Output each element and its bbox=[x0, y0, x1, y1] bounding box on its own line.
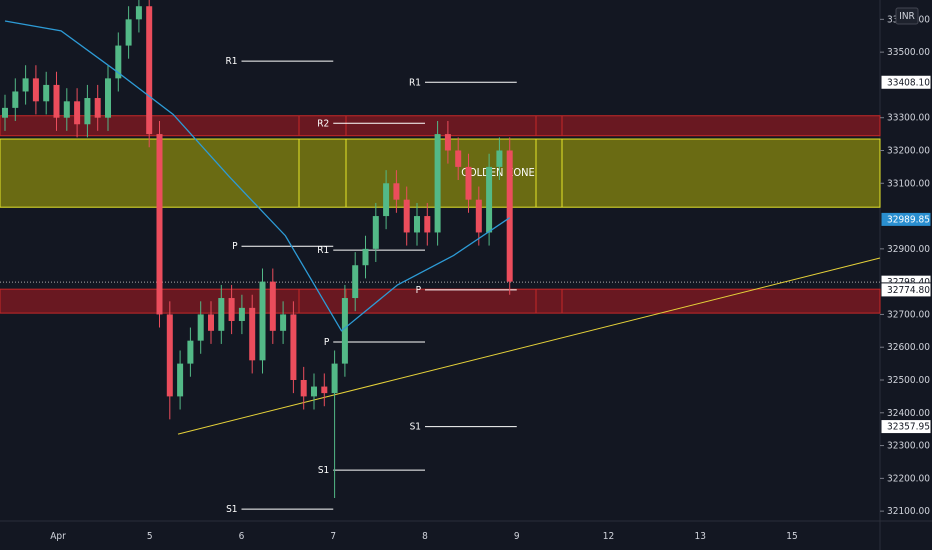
y-tick-label: 32600.00 bbox=[887, 342, 930, 353]
price-tag-label: 32989.85 bbox=[887, 214, 930, 225]
candle-body bbox=[84, 98, 91, 125]
candle-body bbox=[135, 6, 142, 20]
price-tag-label: 32774.80 bbox=[887, 285, 930, 296]
candle-body bbox=[331, 363, 338, 394]
currency: INR bbox=[899, 11, 915, 22]
candle-body bbox=[280, 314, 287, 331]
y-tick-label: 32300.00 bbox=[887, 441, 930, 452]
x-tick-label: 9 bbox=[514, 531, 520, 542]
candle-body bbox=[290, 314, 297, 380]
candle-body bbox=[506, 150, 513, 282]
candle-body bbox=[352, 265, 359, 299]
trendline bbox=[177, 257, 881, 435]
candle-body bbox=[12, 91, 19, 108]
candle-body bbox=[166, 314, 173, 397]
candle-body bbox=[393, 183, 400, 200]
price-tag bbox=[880, 74, 932, 90]
pivot-label: P bbox=[324, 337, 330, 348]
candle-body bbox=[115, 45, 122, 79]
candle-body bbox=[321, 386, 328, 394]
candle-body bbox=[372, 216, 379, 249]
candle-body bbox=[156, 134, 163, 315]
candle-body bbox=[341, 298, 348, 364]
y-tick-label: 32200.00 bbox=[887, 473, 930, 484]
price-tag bbox=[880, 282, 932, 298]
x-tick-label: 8 bbox=[422, 531, 428, 542]
y-tick-label: 32900.00 bbox=[887, 244, 930, 255]
candle-body bbox=[311, 386, 317, 397]
candle-body bbox=[125, 19, 132, 46]
candle-body bbox=[300, 380, 307, 397]
y-tick-label: 33500.00 bbox=[887, 47, 930, 58]
candle-body bbox=[465, 166, 472, 200]
candle-body bbox=[269, 281, 276, 331]
y-tick-label: 32100.00 bbox=[887, 506, 930, 517]
candle-body bbox=[383, 183, 390, 217]
candle-body bbox=[74, 101, 81, 125]
candle-body bbox=[403, 199, 410, 233]
x-tick-label: 7 bbox=[330, 531, 336, 542]
price-tag-label: 33408.10 bbox=[887, 77, 930, 88]
candle-body bbox=[177, 363, 184, 397]
y-tick-label: 32500.00 bbox=[887, 375, 930, 386]
currency-badge[interactable] bbox=[895, 7, 919, 25]
pivot-label: R2 bbox=[317, 118, 329, 129]
candle-body bbox=[444, 134, 451, 151]
price-tag-label: 32357.95 bbox=[887, 422, 930, 433]
candle-body bbox=[63, 101, 70, 118]
candle-body bbox=[53, 84, 60, 118]
zone bbox=[0, 115, 881, 137]
price-tag bbox=[880, 211, 932, 227]
moving-average bbox=[4, 20, 511, 332]
candle-body bbox=[414, 216, 420, 233]
pivot-label: R1 bbox=[226, 56, 238, 67]
candle-body bbox=[475, 199, 482, 233]
candle-body bbox=[434, 134, 441, 233]
y-tick-label: 33100.00 bbox=[887, 178, 930, 189]
candle-body bbox=[218, 298, 225, 331]
price-tag bbox=[880, 419, 932, 435]
y-tick-label: 33200.00 bbox=[887, 145, 930, 156]
candle-body bbox=[238, 307, 245, 321]
candle-body bbox=[208, 314, 214, 331]
candle-body bbox=[146, 6, 153, 135]
x-tick-label: 13 bbox=[695, 531, 706, 542]
zone-label: GOLDEN ZONE bbox=[461, 166, 535, 179]
pivot-label: S1 bbox=[226, 504, 237, 515]
candle-body bbox=[43, 84, 50, 102]
pivot-label: S1 bbox=[318, 465, 329, 476]
x-tick-label: 15 bbox=[786, 531, 797, 542]
candle-body bbox=[228, 298, 235, 321]
candle-body bbox=[105, 78, 111, 118]
y-tick-label: 32400.00 bbox=[887, 408, 930, 419]
candle-body bbox=[486, 166, 493, 233]
pivot-label: P bbox=[416, 285, 422, 296]
x-tick-label: 6 bbox=[239, 531, 245, 542]
candle-body bbox=[32, 78, 39, 102]
candle-body bbox=[362, 248, 369, 266]
pivot-label: R1 bbox=[409, 77, 421, 88]
candle-body bbox=[197, 314, 204, 341]
x-tick-label: Apr bbox=[50, 531, 66, 542]
candle-body bbox=[94, 98, 101, 118]
candle-body bbox=[259, 281, 266, 361]
candle-body bbox=[2, 107, 8, 118]
x-tick-label: 5 bbox=[147, 531, 153, 542]
candle-body bbox=[496, 150, 503, 167]
candle-body bbox=[249, 307, 256, 361]
y-tick-label: 33300.00 bbox=[887, 113, 930, 124]
candle-body bbox=[424, 216, 431, 233]
zone bbox=[0, 288, 881, 314]
candle-body bbox=[455, 150, 462, 167]
y-tick-label: 32700.00 bbox=[887, 309, 930, 320]
pivot-label: S1 bbox=[410, 422, 421, 433]
x-tick-label: 12 bbox=[603, 531, 614, 542]
candle-body bbox=[187, 340, 194, 364]
pivot-label: P bbox=[232, 241, 238, 252]
candle-body bbox=[22, 78, 29, 92]
pivot-label: R1 bbox=[317, 245, 329, 256]
